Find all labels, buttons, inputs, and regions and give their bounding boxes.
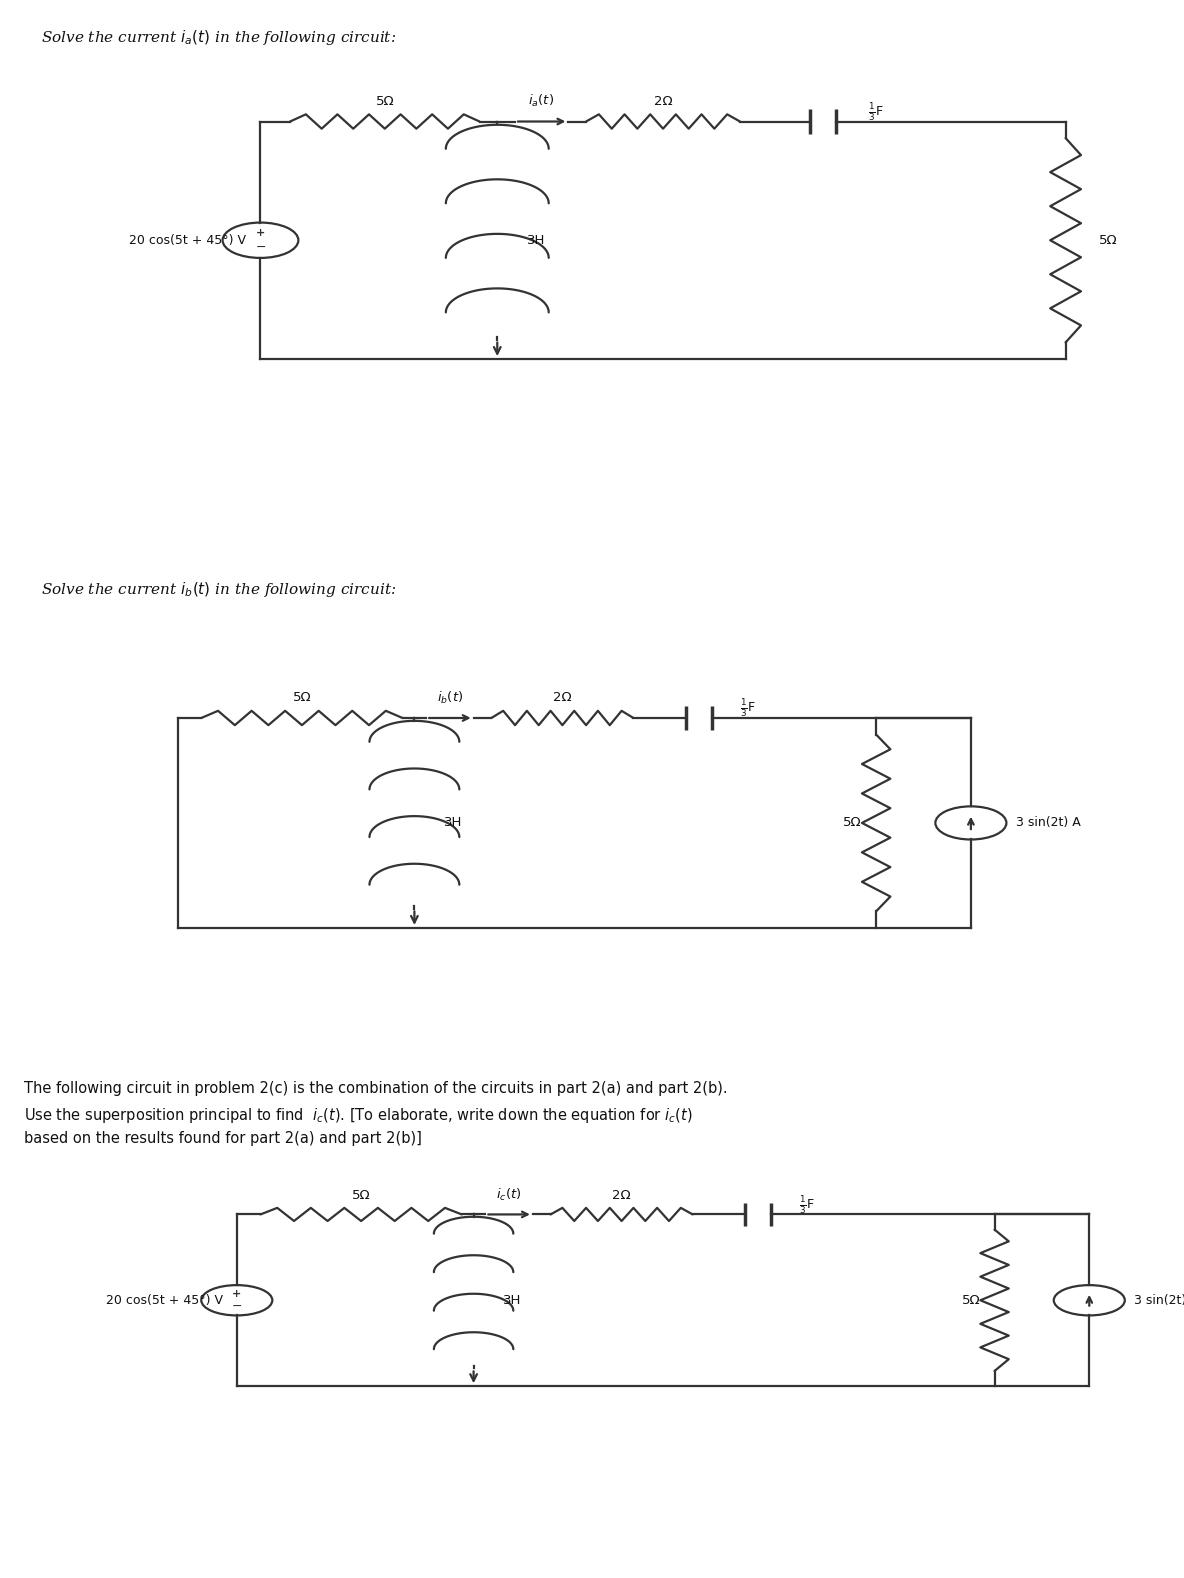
Text: $i_a(t)$: $i_a(t)$ (528, 93, 554, 109)
Text: 2Ω: 2Ω (612, 1188, 631, 1202)
Text: 5Ω: 5Ω (352, 1188, 371, 1202)
Text: +: + (256, 227, 265, 238)
Text: 5Ω: 5Ω (375, 95, 394, 107)
Text: $\frac{1}{3}$F: $\frac{1}{3}$F (740, 697, 755, 720)
Text: $i_b(t)$: $i_b(t)$ (437, 690, 463, 705)
Text: The following circuit in problem 2(c) is the combination of the circuits in part: The following circuit in problem 2(c) is… (24, 1081, 727, 1095)
Text: 5Ω: 5Ω (843, 816, 862, 830)
Text: 3H: 3H (444, 816, 463, 830)
Text: +: + (232, 1289, 242, 1299)
Text: Solve the current $i_b(t)$ in the following circuit:: Solve the current $i_b(t)$ in the follow… (41, 581, 397, 600)
Text: 20 cos(5t + 45°) V: 20 cos(5t + 45°) V (105, 1294, 223, 1307)
Text: 3 sin(2t) A: 3 sin(2t) A (1016, 816, 1081, 830)
Text: $\frac{1}{3}$F: $\frac{1}{3}$F (868, 101, 883, 123)
Text: 20 cos(5t + 45°) V: 20 cos(5t + 45°) V (129, 234, 246, 246)
Text: 5Ω: 5Ω (292, 691, 311, 704)
Text: 5Ω: 5Ω (1099, 234, 1118, 246)
Text: $i_c(t)$: $i_c(t)$ (496, 1187, 522, 1204)
Text: 2Ω: 2Ω (654, 95, 673, 107)
Text: −: − (256, 241, 265, 254)
Text: 3H: 3H (527, 234, 546, 246)
Text: 2Ω: 2Ω (553, 691, 572, 704)
Text: 3H: 3H (503, 1294, 522, 1307)
Text: based on the results found for part 2(a) and part 2(b)]: based on the results found for part 2(a)… (24, 1131, 422, 1146)
Text: 3 sin(2t) A: 3 sin(2t) A (1134, 1294, 1184, 1307)
Text: Use the superposition principal to find  $i_c(t)$. [To elaborate, write down the: Use the superposition principal to find … (24, 1106, 693, 1125)
Text: $\frac{1}{3}$F: $\frac{1}{3}$F (799, 1195, 815, 1217)
Text: 5Ω: 5Ω (961, 1294, 980, 1307)
Text: Solve the current $i_a(t)$ in the following circuit:: Solve the current $i_a(t)$ in the follow… (41, 28, 397, 47)
Text: −: − (232, 1300, 242, 1313)
